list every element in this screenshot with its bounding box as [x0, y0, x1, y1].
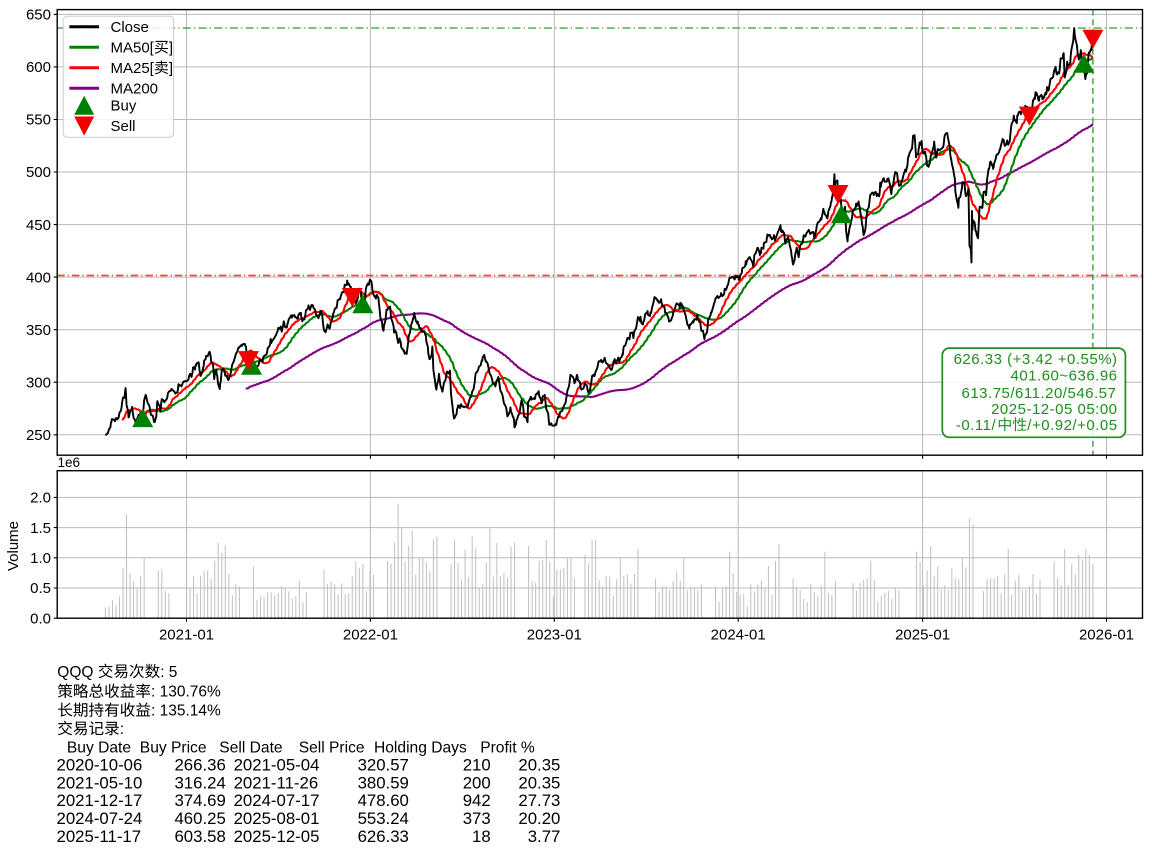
svg-text:Buy Price: Buy Price	[140, 740, 207, 757]
svg-text:: 135.14%: : 135.14%	[151, 703, 221, 720]
svg-text:MA50[: MA50[	[111, 40, 155, 57]
svg-text:2024-07-24: 2024-07-24	[57, 809, 143, 828]
svg-text:373: 373	[463, 809, 491, 828]
svg-text:2022-01: 2022-01	[343, 627, 398, 644]
svg-text:250: 250	[26, 427, 51, 444]
svg-text:20.20: 20.20	[518, 809, 560, 828]
svg-text:626.33: 626.33	[358, 827, 409, 846]
svg-text:0.5: 0.5	[30, 580, 51, 597]
svg-text:200: 200	[463, 773, 491, 792]
svg-text:Sell: Sell	[111, 118, 136, 135]
svg-text:Volume: Volume	[5, 521, 22, 571]
svg-text:Holding Days: Holding Days	[374, 740, 467, 757]
svg-text:0.0: 0.0	[30, 610, 51, 627]
svg-text:2021-01: 2021-01	[159, 627, 214, 644]
svg-text:603.58: 603.58	[174, 827, 225, 846]
svg-text:2021-05-04: 2021-05-04	[234, 755, 320, 774]
svg-text:460.25: 460.25	[174, 809, 225, 828]
svg-text:Buy Date: Buy Date	[67, 740, 131, 757]
svg-text:550: 550	[26, 112, 51, 129]
svg-text:18: 18	[472, 827, 491, 846]
svg-text:500: 500	[26, 164, 51, 181]
svg-text:2025-11-17: 2025-11-17	[57, 827, 142, 846]
svg-text:1.0: 1.0	[30, 550, 51, 567]
svg-text:MA200: MA200	[111, 81, 159, 98]
svg-text:2025-12-05: 2025-12-05	[234, 827, 320, 846]
svg-text:Sell Price: Sell Price	[299, 740, 365, 757]
svg-text:320.57: 320.57	[358, 755, 409, 774]
svg-text:1e6: 1e6	[58, 455, 81, 470]
svg-text:2026-01: 2026-01	[1079, 627, 1134, 644]
svg-text:2024-07-17: 2024-07-17	[234, 791, 320, 810]
svg-text:-0.11/: -0.11/	[956, 417, 997, 434]
svg-text:2021-12-17: 2021-12-17	[57, 791, 143, 810]
svg-text:/+0.92/+0.05: /+0.92/+0.05	[1027, 417, 1117, 434]
svg-text:2021-05-10: 2021-05-10	[57, 773, 143, 792]
svg-text:: 5: : 5	[160, 664, 177, 681]
svg-text:400: 400	[26, 269, 51, 286]
svg-text:2025-12-05 05:00: 2025-12-05 05:00	[991, 401, 1117, 418]
svg-text:300: 300	[26, 374, 51, 391]
svg-text:553.24: 553.24	[358, 809, 409, 828]
svg-text:374.69: 374.69	[174, 791, 225, 810]
svg-text:20.35: 20.35	[518, 755, 560, 774]
svg-text:650: 650	[26, 7, 51, 24]
svg-text:450: 450	[26, 217, 51, 234]
svg-text:626.33 (+3.42 +0.55%): 626.33 (+3.42 +0.55%)	[954, 351, 1118, 368]
svg-text:1.5: 1.5	[30, 520, 51, 537]
svg-text:Profit %: Profit %	[480, 740, 535, 757]
svg-text:2025-01: 2025-01	[895, 627, 950, 644]
svg-text:2025-08-01: 2025-08-01	[234, 809, 320, 828]
svg-text:2021-11-26: 2021-11-26	[234, 773, 319, 792]
svg-text:2.0: 2.0	[30, 490, 51, 507]
svg-text:478.60: 478.60	[358, 791, 409, 810]
svg-text:Close: Close	[111, 19, 149, 36]
svg-text:613.75/611.20/546.57: 613.75/611.20/546.57	[962, 385, 1117, 402]
svg-text:380.59: 380.59	[358, 773, 409, 792]
svg-text:MA25[: MA25[	[111, 60, 155, 77]
svg-text:401.60~636.96: 401.60~636.96	[1011, 367, 1118, 384]
svg-text:2023-01: 2023-01	[527, 627, 582, 644]
svg-text:Buy: Buy	[111, 98, 137, 115]
svg-text:QQQ: QQQ	[57, 664, 93, 681]
svg-text:: 130.76%: : 130.76%	[151, 684, 221, 701]
svg-text:27.73: 27.73	[518, 791, 560, 810]
svg-text:210: 210	[463, 755, 491, 774]
svg-text:942: 942	[463, 791, 491, 810]
svg-text:600: 600	[26, 59, 51, 76]
svg-text:316.24: 316.24	[174, 773, 225, 792]
svg-text:]: ]	[169, 40, 173, 57]
svg-text:3.77: 3.77	[528, 827, 561, 846]
svg-text:350: 350	[26, 322, 51, 339]
svg-text:2024-01: 2024-01	[711, 627, 766, 644]
svg-text:Sell Date: Sell Date	[219, 740, 282, 757]
svg-text:266.36: 266.36	[174, 755, 225, 774]
svg-text:]: ]	[169, 60, 173, 77]
svg-text:20.35: 20.35	[518, 773, 560, 792]
svg-text::: :	[120, 721, 124, 738]
svg-text:2020-10-06: 2020-10-06	[57, 755, 143, 774]
